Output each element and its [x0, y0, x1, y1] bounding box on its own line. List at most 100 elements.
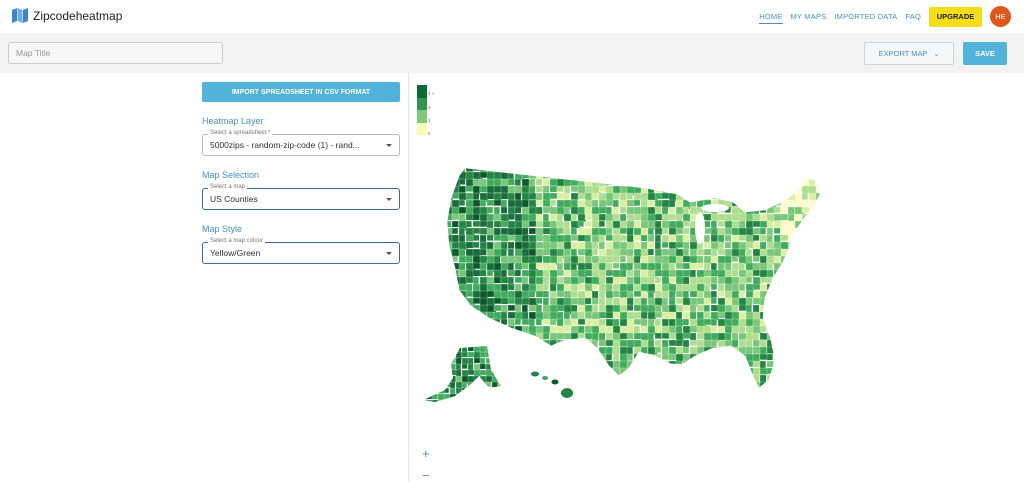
- county-region: [703, 374, 712, 383]
- county-region: [514, 374, 522, 385]
- county-region: [485, 381, 492, 388]
- county-region: [570, 318, 578, 326]
- map-icon: [12, 8, 28, 23]
- county-region: [717, 178, 725, 186]
- county-region: [491, 363, 500, 371]
- county-region: [823, 291, 830, 299]
- export-map-button[interactable]: EXPORT MAP ⌄: [864, 42, 954, 65]
- county-region: [577, 220, 584, 227]
- county-region: [815, 339, 820, 350]
- upgrade-button[interactable]: UPGRADE: [929, 6, 982, 27]
- county-region: [794, 332, 802, 340]
- county-region: [634, 389, 640, 397]
- county-region: [563, 185, 571, 195]
- import-csv-button[interactable]: IMPORT SPREADSHEET IN CSV FORMAT: [202, 82, 400, 102]
- county-region: [479, 363, 486, 370]
- county-region: [423, 381, 427, 390]
- county-region: [626, 290, 634, 299]
- county-region: [808, 241, 818, 250]
- county-region: [626, 262, 633, 271]
- county-region: [605, 199, 614, 207]
- county-region: [458, 192, 468, 201]
- county-region: [787, 339, 797, 348]
- county-region: [823, 165, 829, 174]
- county-region: [704, 389, 712, 395]
- county-region: [752, 185, 759, 193]
- county-region: [661, 171, 669, 179]
- county-region: [584, 360, 595, 370]
- county-region: [815, 311, 820, 320]
- county-region: [738, 353, 747, 364]
- county-region: [703, 171, 714, 181]
- county-region: [612, 262, 620, 269]
- county-region: [717, 276, 727, 285]
- map-title-input[interactable]: [8, 42, 223, 64]
- county-region: [781, 389, 788, 397]
- county-region: [486, 325, 495, 335]
- county-region: [542, 206, 551, 214]
- county-region: [542, 290, 549, 298]
- county-region: [823, 270, 833, 279]
- county-region: [823, 228, 833, 235]
- county-region: [668, 206, 676, 214]
- map-colour-select-value: Yellow/Green: [210, 248, 261, 258]
- county-region: [675, 367, 685, 376]
- us-counties-heatmap[interactable]: [415, 150, 835, 410]
- county-region: [447, 168, 453, 174]
- county-region: [808, 360, 816, 370]
- county-region: [675, 178, 684, 187]
- county-region: [479, 262, 487, 271]
- nav-faq[interactable]: FAQ: [905, 12, 921, 21]
- county-region: [738, 262, 745, 271]
- county-region: [759, 325, 767, 332]
- county-region: [801, 199, 809, 207]
- nav-home[interactable]: HOME: [759, 10, 783, 24]
- county-region: [443, 351, 452, 359]
- county-region: [752, 283, 761, 290]
- county-region: [535, 381, 546, 388]
- map-colour-select[interactable]: Select a map colour Yellow/Green: [202, 238, 400, 264]
- save-button[interactable]: SAVE: [963, 42, 1007, 65]
- county-region: [717, 168, 728, 175]
- avatar[interactable]: HE: [990, 6, 1011, 27]
- county-region: [507, 241, 515, 249]
- county-region: [780, 332, 791, 340]
- county-region: [501, 389, 509, 398]
- nav-my-maps[interactable]: MY MAPS: [790, 12, 827, 21]
- map-select[interactable]: Select a map US Counties: [202, 184, 400, 210]
- county-region: [668, 367, 679, 375]
- county-region: [620, 389, 628, 396]
- zoom-in-button[interactable]: +: [422, 446, 430, 461]
- county-region: [661, 297, 668, 306]
- county-region: [780, 367, 788, 378]
- zoom-out-button[interactable]: −: [422, 468, 430, 483]
- nav-imported-data[interactable]: IMPORTED DATA: [834, 12, 898, 21]
- county-region: [458, 339, 466, 349]
- county-region: [808, 367, 819, 376]
- county-region: [522, 389, 529, 399]
- county-region: [682, 220, 690, 227]
- county-region: [773, 192, 784, 201]
- county-region: [458, 199, 466, 206]
- county-region: [801, 367, 812, 374]
- county-region: [443, 375, 451, 385]
- county-region: [647, 318, 655, 327]
- county-region: [626, 178, 636, 187]
- county-region: [521, 220, 530, 229]
- county-region: [504, 382, 512, 387]
- county-region: [465, 220, 472, 228]
- county-region: [710, 290, 717, 299]
- county-region: [815, 269, 820, 278]
- county-region: [426, 340, 432, 345]
- county-region: [633, 168, 640, 173]
- county-region: [815, 234, 820, 242]
- logo[interactable]: Zipcodeheatmap: [12, 8, 122, 23]
- county-region: [794, 339, 803, 349]
- county-region: [703, 304, 710, 312]
- county-region: [479, 199, 487, 207]
- county-region: [648, 389, 657, 397]
- county-region: [808, 325, 818, 335]
- county-region: [507, 255, 516, 265]
- spreadsheet-select[interactable]: Select a spreadsheet * 5000zips - random…: [202, 130, 400, 156]
- county-region: [626, 374, 634, 385]
